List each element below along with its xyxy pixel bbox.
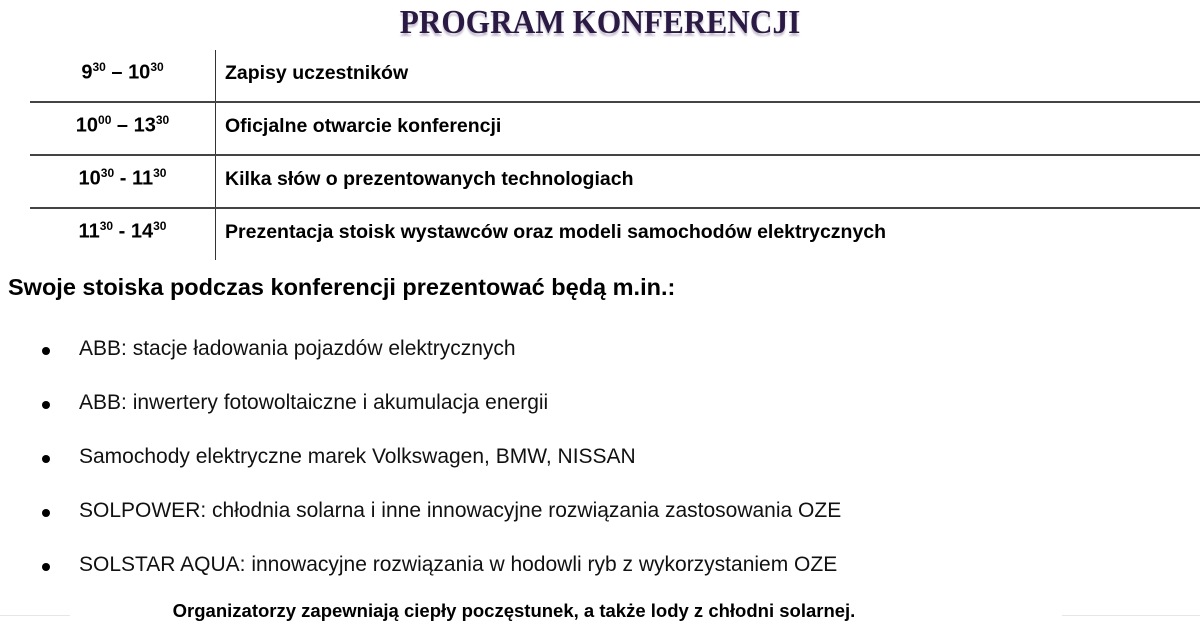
- schedule-row: 1030 - 1130 Kilka słów o prezentowanych …: [30, 156, 1200, 209]
- schedule-row: 1130 - 1430 Prezentacja stoisk wystawców…: [30, 209, 1200, 260]
- time-range: 1130 - 1430: [78, 219, 167, 243]
- exhibitors-heading: Swoje stoiska podczas konferencji prezen…: [8, 274, 676, 300]
- schedule-row: 930 – 1030 Zapisy uczestników: [30, 50, 1200, 103]
- divider: [0, 615, 70, 616]
- time-range: 1000 – 1330: [75, 113, 170, 137]
- bullet-icon: [42, 563, 50, 571]
- divider: [1062, 615, 1200, 616]
- bullet-icon: [42, 509, 50, 517]
- bullet-icon: [42, 455, 50, 463]
- schedule-item: Zapisy uczestników: [225, 62, 409, 84]
- schedule-table: 930 – 1030 Zapisy uczestników 1000 – 133…: [30, 50, 1200, 260]
- schedule-item: Oficjalne otwarcie konferencji: [225, 115, 502, 137]
- schedule-item: Prezentacja stoisk wystawców oraz modeli…: [225, 221, 887, 243]
- schedule-row: 1000 – 1330 Oficjalne otwarcie konferenc…: [30, 103, 1200, 156]
- bullet-icon: [42, 347, 50, 355]
- footer-note: Organizatorzy zapewniają ciepły poczęstu…: [172, 600, 856, 621]
- column-divider: [215, 156, 216, 207]
- column-divider: [215, 103, 216, 154]
- page-title: PROGRAM KONFERENCJI: [399, 4, 801, 41]
- time-range: 930 – 1030: [81, 60, 164, 84]
- time-range: 1030 - 1130: [78, 166, 167, 190]
- footer: Organizatorzy zapewniają ciepły poczęstu…: [0, 600, 1200, 622]
- schedule-item: Kilka słów o prezentowanych technologiac…: [225, 168, 634, 190]
- column-divider: [215, 209, 216, 260]
- bullet-icon: [42, 401, 50, 409]
- column-divider: [215, 50, 216, 101]
